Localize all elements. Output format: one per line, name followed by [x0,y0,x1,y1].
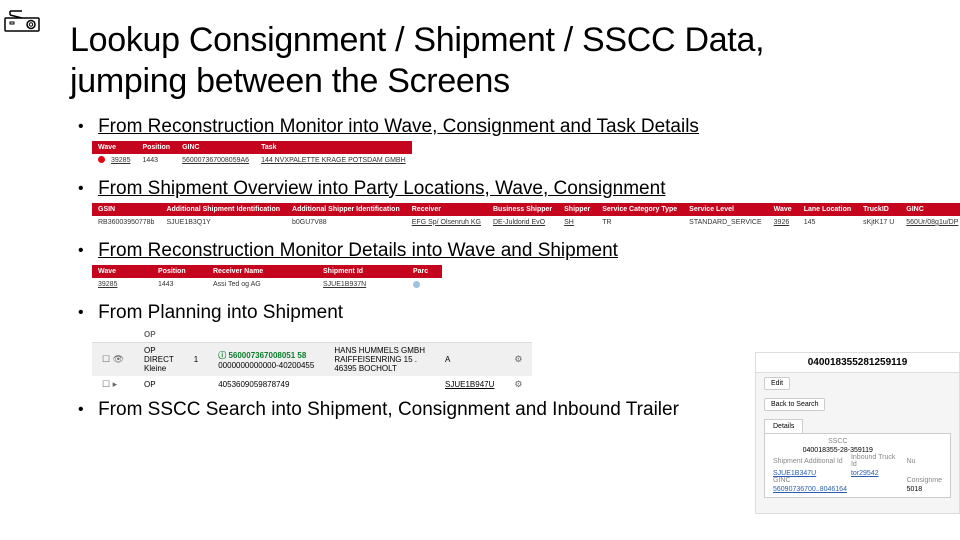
so-c0: RB36003950778b [92,216,160,229]
recon-monitor-table: Wave Position GINC Task 39285 1443 56000… [92,141,412,167]
val-consign: 5018 [905,486,944,493]
row1-city: 46395 BOCHOLT [334,364,397,373]
edit-button[interactable]: Edit [764,377,790,390]
row1-code2: 0000000000000-40200455 [218,361,314,370]
slide-title: Lookup Consignment / Shipment / SSCC Dat… [70,20,890,102]
sscc-detail-panel: 040018355281259119 Edit Back to Search D… [755,352,960,514]
so-h2: Additional Shipper Identification [286,203,406,216]
row1-op3: Kleine [144,364,166,373]
rd-pos: 1443 [152,278,207,291]
row1-icons[interactable]: ☐ 👁 [92,343,134,377]
so-h11: GINC [900,203,960,216]
row2-ship[interactable]: SJUE1B947U [435,376,504,393]
row1-qty: 1 [184,343,208,377]
so-c7: STANDARD_SERVICE [683,216,767,229]
col-nu: Nu [905,454,944,470]
link-ship-add-id[interactable]: SJUE1B347U [771,470,849,477]
col-position: Position [136,141,176,154]
rd-h1: Position [152,265,207,278]
col-task: Task [255,141,412,154]
so-h7: Service Level [683,203,767,216]
so-h3: Receiver [406,203,487,216]
plan-hdr-op: OP [134,327,184,343]
rd-recv: Assi Ted og AG [207,278,317,291]
cell-task[interactable]: 144 NVXPALETTE KRAGE POTSDAM GMBH [255,154,412,167]
so-h10: TruckID [857,203,900,216]
rd-ship[interactable]: SJUE1B937N [317,278,407,291]
sscc-number: 040018355281259119 [756,353,959,373]
row1-code1: ⓘ 560007367008051 58 [218,351,306,360]
cell-ginc[interactable]: 560007367008059A6 [176,154,255,167]
shipment-overview-table: GSIN Additional Shipment Identification … [92,203,922,229]
row1-op: OP [144,346,156,355]
rd-wave[interactable]: 39285 [92,278,152,291]
so-c11[interactable]: 560Ur/08g1u/DP [900,216,960,229]
col-consign: Consignme [905,477,944,486]
col-ginc: GINC [771,477,849,486]
so-c9: 145 [798,216,857,229]
projector-icon [4,6,44,34]
row1-grade: A [435,343,504,377]
so-c10: sKjtK17 U [857,216,900,229]
row2-code: 4053609059878749 [208,376,324,393]
row2-gear-icon[interactable]: ⚙ [504,376,532,393]
so-c8[interactable]: 3926 [768,216,798,229]
row1-gear-icon[interactable]: ⚙ [504,343,532,377]
bullet-2: From Shipment Overview into Party Locati… [98,178,665,199]
recon-details-table: Wave Position Receiver Name Shipment Id … [92,265,442,291]
col-ginc: GINC [176,141,255,154]
rd-h2: Receiver Name [207,265,317,278]
so-c6: TR [596,216,683,229]
row1-op2: DIRECT [144,355,174,364]
rd-h0: Wave [92,265,152,278]
rd-h3: Shipment Id [317,265,407,278]
so-c4[interactable]: DE-Juldorid EvO [487,216,558,229]
so-c3[interactable]: EFG Sp/ Olsenruh KG [406,216,487,229]
top-value: 040018355-28-359119 [771,447,905,454]
col-ship-add-id: Shipment Additional Id [771,454,849,470]
cell-position: 1443 [136,154,176,167]
back-to-search-button[interactable]: Back to Search [764,398,825,411]
so-c1: SJUE1B3Q1Y [160,216,286,229]
cell-wave[interactable]: 39285 [111,157,130,164]
link-inbound-truck[interactable]: tor29542 [849,470,905,477]
row1-street: RAIFFEISENRING 15 . [334,355,417,364]
bullet-3: From Reconstruction Monitor Details into… [98,240,618,261]
so-c5[interactable]: SH [558,216,596,229]
col-wave: Wave [92,141,136,154]
so-h4: Business Shipper [487,203,558,216]
so-h6: Service Category Type [596,203,683,216]
so-h9: Lane Location [798,203,857,216]
bullet-5: From SSCC Search into Shipment, Consignm… [98,399,679,420]
row1-name: HANS HUMMELS GMBH [334,346,425,355]
so-h5: Shipper [558,203,596,216]
top-label: SSCC [771,438,905,447]
link-ginc[interactable]: 56090736700..8046164 [771,486,849,493]
so-h8: Wave [768,203,798,216]
row2-op: OP [134,376,184,393]
tab-details[interactable]: Details [764,419,803,433]
row2-icons[interactable]: ☐ ▸ [92,376,134,393]
bullet-4: From Planning into Shipment [98,302,343,323]
planning-table: OP ☐ 👁 OP DIRECT Kleine 1 ⓘ 560007367008… [92,327,532,393]
so-h1: Additional Shipment Identification [160,203,286,216]
col-inbound-truck: Inbound Truck Id [849,454,905,470]
rd-h4: Parc [407,265,442,278]
so-h0: GSIN [92,203,160,216]
so-c2: b0GU7V88 [286,216,406,229]
bullet-1: From Reconstruction Monitor into Wave, C… [98,116,699,137]
